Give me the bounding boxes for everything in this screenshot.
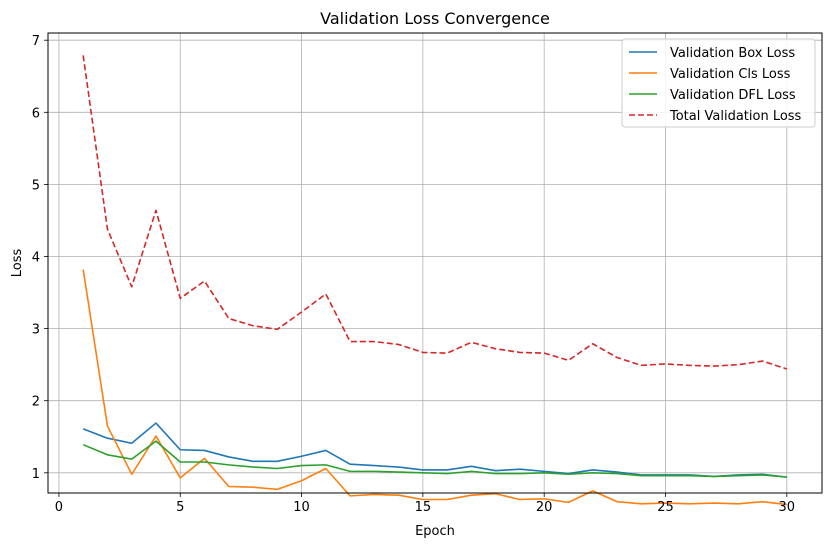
legend-label-1: Validation Box Loss [670, 46, 795, 61]
x-tick-label: 15 [415, 500, 432, 515]
x-axis-label: Epoch [415, 524, 455, 539]
legend-label-2: Validation Cls Loss [670, 67, 791, 82]
x-tick-label: 30 [779, 500, 796, 515]
series-layer [82, 55, 788, 506]
x-tick-label: 25 [657, 500, 674, 515]
y-tick-label: 6 [32, 106, 40, 121]
x-tick-label: 20 [536, 500, 553, 515]
y-axis-label: Loss [10, 249, 25, 278]
series-line-3 [82, 440, 787, 478]
x-tick-label: 0 [55, 500, 63, 515]
ticks: 0 5 10 15 20 25 30 1 2 3 4 5 6 7 [32, 34, 795, 515]
chart-title: Validation Loss Convergence [320, 9, 550, 28]
y-tick-label: 4 [32, 251, 40, 266]
y-tick-label: 1 [32, 467, 40, 482]
y-tick-label: 7 [32, 34, 40, 49]
legend-box [621, 38, 816, 128]
legend-label-4: Total Validation Loss [669, 109, 802, 124]
series-line-4 [82, 55, 788, 370]
y-tick-label: 5 [32, 178, 40, 193]
plot-frame [47, 32, 823, 494]
legend: Validation Box Loss Validation Cls Loss Va… [621, 38, 816, 128]
x-tick-label: 10 [293, 500, 310, 515]
legend-label-3: Validation DFL Loss [670, 88, 796, 103]
y-tick-label: 3 [32, 323, 40, 338]
x-tick-label: 5 [176, 500, 184, 515]
y-tick-label: 2 [32, 395, 40, 410]
